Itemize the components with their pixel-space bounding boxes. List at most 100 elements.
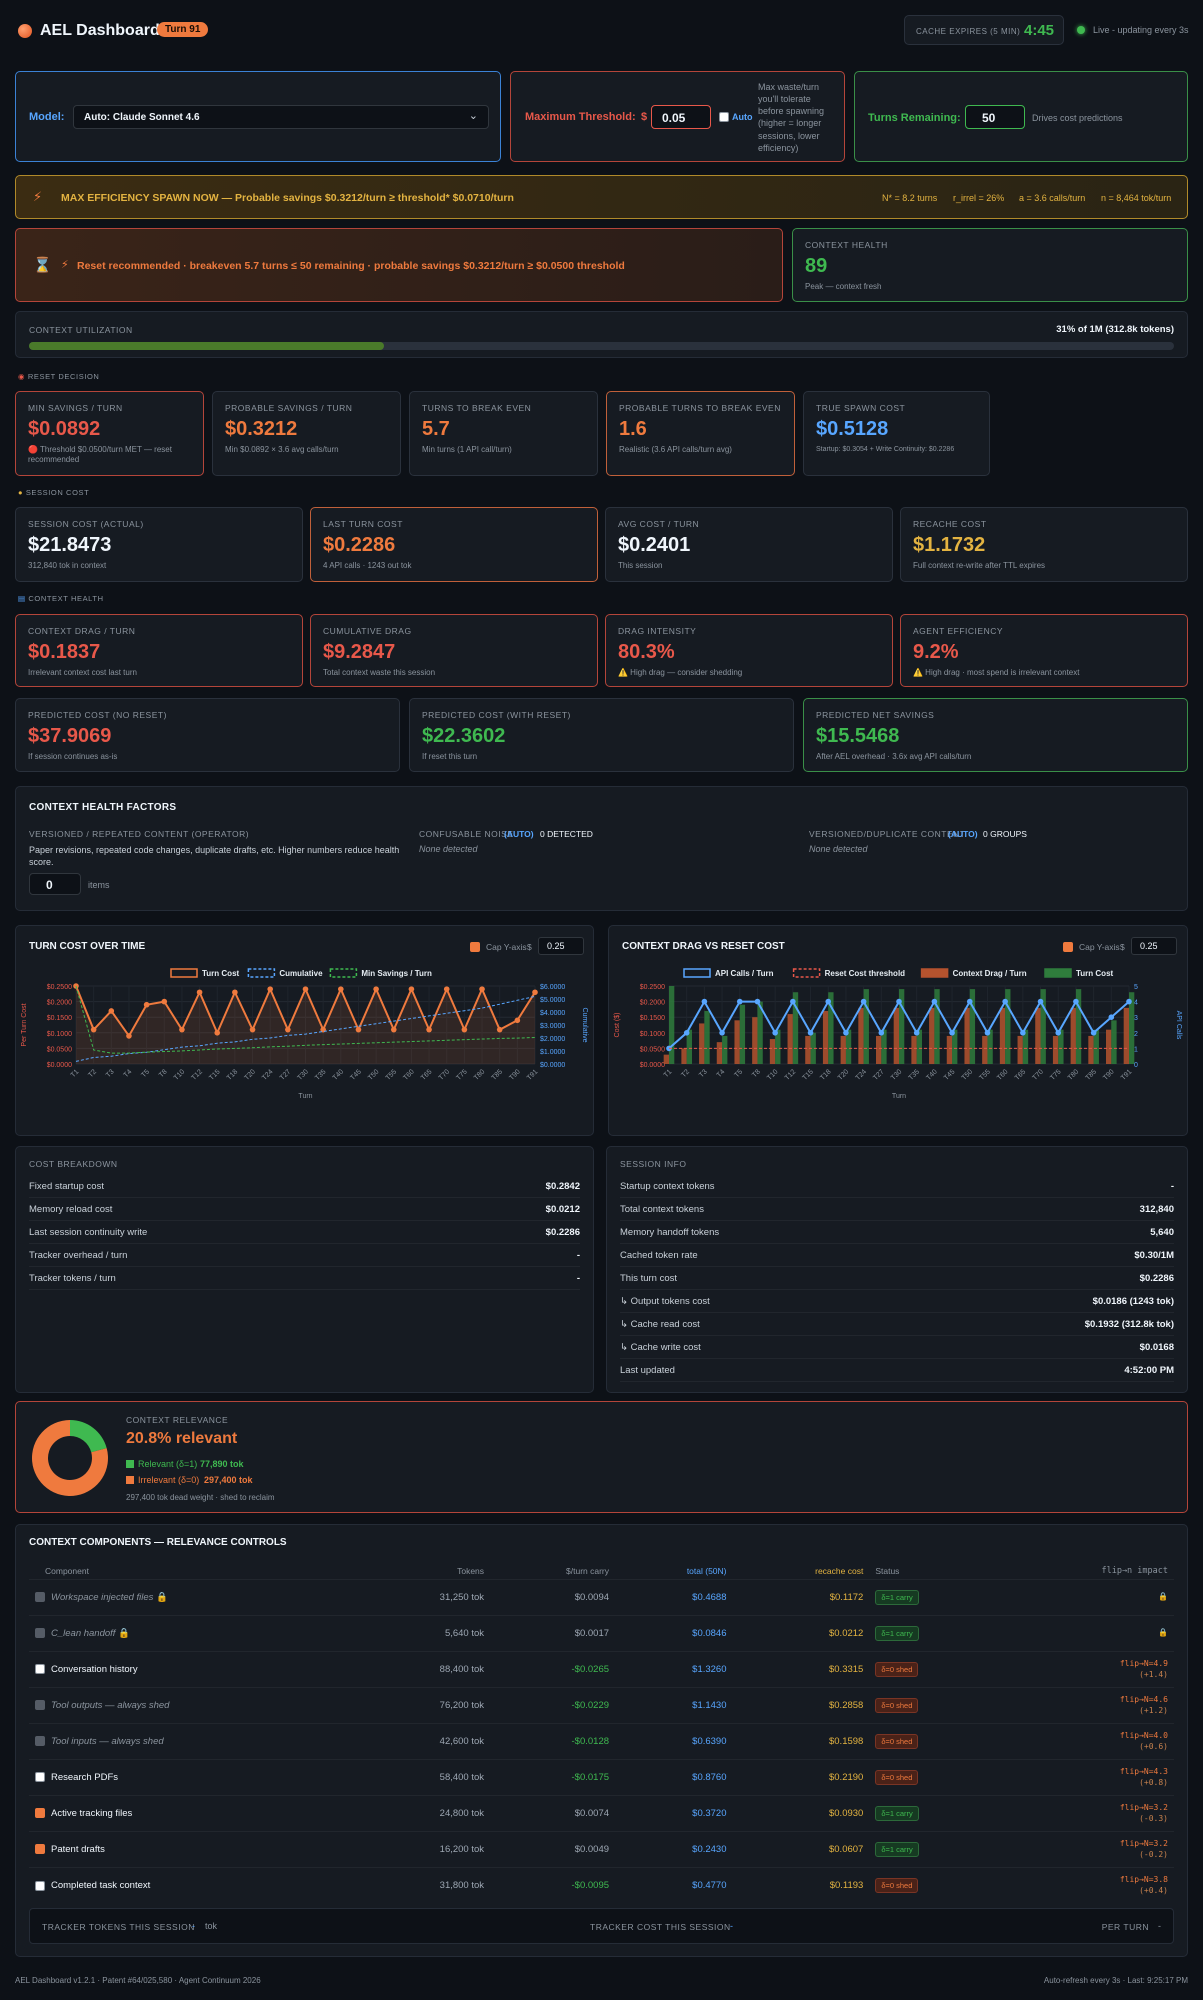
legend-item: Min Savings / Turn — [329, 968, 432, 978]
y-tick-label: $0.0500 — [640, 1046, 665, 1053]
cap-y-checkbox[interactable] — [470, 942, 480, 952]
y2-tick-label: $1.0000 — [540, 1049, 565, 1056]
relevance-checkbox[interactable] — [35, 1880, 45, 1891]
turns-input[interactable]: 50 — [965, 105, 1025, 129]
bar-turn-cost — [1040, 989, 1046, 1064]
model-select[interactable]: Auto: Claude Sonnet 4.6 ⌄ — [73, 105, 489, 129]
data-point — [683, 1030, 690, 1036]
y-tick-label: $0.2500 — [640, 984, 665, 991]
cap-y-checkbox[interactable] — [1063, 942, 1073, 952]
cap-y-input[interactable]: 0.25 — [538, 937, 584, 955]
x-tick-label: T30 — [890, 1068, 904, 1082]
versioned-count-input[interactable]: 0 — [29, 873, 81, 895]
y-tick-label: $0.1000 — [640, 1031, 665, 1038]
bar-context-drag-turn — [699, 1023, 705, 1064]
data-point — [390, 1026, 397, 1033]
component-name: Patent drafts — [51, 1844, 105, 1855]
live-status: Live - updating every 3s — [1093, 25, 1189, 35]
series-line — [75, 985, 536, 1054]
y-tick-label: $0.2500 — [47, 984, 72, 991]
drag-card: CONTEXT DRAG / TURN $0.1837 Irrelevant con… — [15, 614, 303, 687]
x-tick-label: T12 — [191, 1068, 205, 1082]
turns-panel: Turns Remaining: 50 Drives cost predicti… — [854, 71, 1188, 162]
spawn-cost-card: TRUE SPAWN COST $0.5128 Startup: $0.3054 +… — [803, 391, 990, 476]
x-tick-label: T2 — [680, 1068, 691, 1079]
bar-context-drag-turn — [1070, 1007, 1076, 1064]
column-header: Status — [875, 1566, 900, 1576]
data-point — [772, 1030, 778, 1036]
relevance-checkbox[interactable] — [35, 1808, 45, 1819]
bar-turn-cost — [1075, 989, 1082, 1064]
column-header: flip→n impact — [1101, 1566, 1168, 1576]
data-point — [408, 986, 415, 992]
component-name: Tool inputs — always shed — [51, 1736, 164, 1747]
bar-context-drag-turn — [999, 1007, 1006, 1064]
cap-y-input[interactable]: 0.25 — [1131, 937, 1177, 955]
threshold-input[interactable]: 0.05 — [651, 105, 711, 129]
relevance-checkbox[interactable] — [35, 1844, 45, 1855]
session_info-row: Memory handoff tokens 5,640 — [620, 1221, 1174, 1244]
legend-label: API Calls / Turn — [715, 969, 774, 978]
bar-turn-cost — [1129, 992, 1135, 1064]
breakdown-row: Fixed startup cost $0.2842 — [29, 1175, 580, 1198]
cache-countdown: 4:45 — [1024, 22, 1055, 39]
session_info-row: This turn cost $0.2286 — [620, 1267, 1174, 1290]
status-badge: δ=1 carry — [875, 1806, 919, 1821]
bar-context-drag-turn — [752, 1017, 758, 1064]
header: AEL Dashboard Turn 91 CACHE EXPIRES (5 M… — [0, 0, 1203, 60]
tracker-footer: TRACKER TOKENS THIS SESSION - tok TRACKE… — [29, 1908, 1174, 1944]
lock-icon: 🔒 — [118, 1628, 130, 1639]
x-tick-label: T10 — [173, 1068, 187, 1082]
relevance-panel: CONTEXT RELEVANCE 20.8% relevant Relevan… — [15, 1401, 1188, 1513]
y2-tick-label: 4 — [1134, 1000, 1138, 1007]
data-point — [214, 1030, 221, 1036]
status-badge: δ=0 shed — [875, 1770, 919, 1785]
x-tick-label: T70 — [438, 1068, 452, 1082]
break-even-card: TURNS TO BREAK EVEN 5.7 Min turns (1 API c… — [409, 391, 598, 476]
bar-turn-cost — [757, 1001, 763, 1064]
component-row: C_lean handoff 🔒 5,640 tok $0.0017 $0.0846 $… — [29, 1615, 1174, 1652]
auto-checkbox[interactable] — [719, 112, 729, 122]
legend-label: Context Drag / Turn — [953, 969, 1027, 978]
x-tick-label: T5 — [140, 1068, 151, 1079]
column-header: Component — [45, 1566, 89, 1576]
y2-tick-label: $6.0000 — [540, 984, 565, 991]
session_info-row: Cached token rate $0.30/1M — [620, 1244, 1174, 1267]
bar-turn-cost — [722, 1035, 728, 1064]
relevance-checkbox[interactable] — [35, 1772, 45, 1783]
x-tick-label: T80 — [473, 1068, 487, 1082]
data-point — [843, 1030, 849, 1036]
relevance-checkbox[interactable] — [35, 1664, 45, 1675]
bar-context-drag-turn — [1088, 1035, 1094, 1064]
x-tick-label: T8 — [751, 1068, 762, 1079]
y2-tick-label: $4.0000 — [540, 1010, 565, 1017]
predicted-with-reset-card: PREDICTED COST (WITH RESET) $22.3602 If re… — [409, 698, 794, 772]
bar-context-drag-turn — [858, 1007, 864, 1064]
x-tick-label: T10 — [766, 1068, 780, 1082]
legend-label: Min Savings / Turn — [361, 969, 432, 978]
x-tick-label: T55 — [385, 1068, 399, 1082]
data-point — [913, 1030, 920, 1036]
component-row: Workspace injected files 🔒 31,250 tok $0.0… — [29, 1579, 1174, 1616]
x-tick-label: T27 — [279, 1068, 293, 1082]
status-badge: δ=0 shed — [875, 1662, 919, 1677]
probable-savings-card: PROBABLE SAVINGS / TURN $0.3212 Min $0.089… — [212, 391, 401, 476]
threshold-panel: Maximum Threshold: $ 0.05 Auto Max waste… — [510, 71, 845, 162]
bar-turn-cost — [899, 989, 905, 1064]
component-name: Research PDFs — [51, 1772, 119, 1783]
relevance-checkbox — [35, 1700, 45, 1711]
session_info-row: ↳ Cache read cost $0.1932 (312.8k tok) — [620, 1313, 1174, 1336]
session_info-row: Total context tokens 312,840 — [620, 1198, 1174, 1221]
bar-context-drag-turn — [734, 1020, 740, 1064]
x-tick-label: T30 — [296, 1068, 310, 1082]
bar-context-drag-turn — [787, 1014, 793, 1064]
legend-label: Turn Cost — [1076, 969, 1114, 978]
relevance-checkbox — [35, 1736, 45, 1747]
x-tick-label: T1 — [70, 1068, 81, 1079]
data-point — [532, 989, 538, 996]
data-point — [514, 1017, 521, 1024]
components-panel: CONTEXT COMPONENTS — RELEVANCE CONTROLS … — [15, 1524, 1188, 1957]
legend-item: Context Drag / Turn — [920, 968, 1027, 978]
y2-tick-label: 2 — [1134, 1031, 1138, 1038]
data-point — [984, 1030, 991, 1036]
